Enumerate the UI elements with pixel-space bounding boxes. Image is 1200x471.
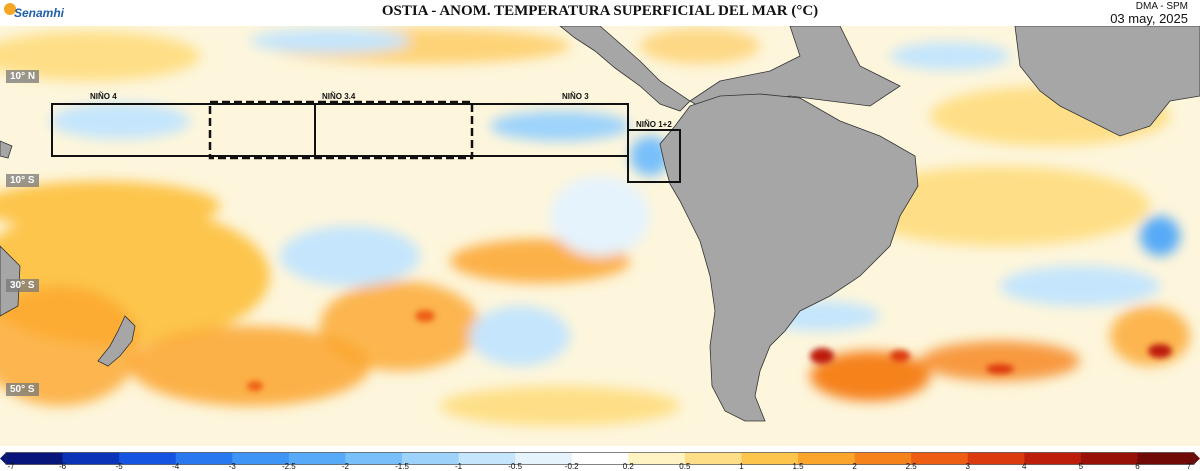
colorbar-tick-label: -5	[115, 462, 123, 471]
region-label-nino-3: NIÑO 3	[562, 92, 589, 101]
colorbar	[0, 452, 1200, 465]
colorbar-tick-label: 7	[1186, 462, 1192, 471]
colorbar-tick-label: -3	[228, 462, 236, 471]
lat-label-30s: 30° S	[6, 279, 39, 292]
meta-block: DMA - SPM 03 may, 2025	[1110, 1, 1188, 25]
colorbar-segment	[684, 452, 742, 465]
nino-boxes	[51, 100, 681, 183]
senamhi-logo: Senamhi	[4, 3, 64, 23]
colorbar-tick-label: 2.5	[905, 462, 917, 471]
colorbar-segment	[741, 452, 799, 465]
region-label-nino-34: NIÑO 3.4	[322, 92, 356, 101]
map-canvas	[0, 26, 1200, 446]
colorbar-tick-label: -0.5	[508, 462, 523, 471]
lat-label-10n: 10° N	[6, 70, 40, 83]
colorbar-outline	[5, 452, 1195, 465]
anomaly-hotspots	[247, 310, 1172, 391]
colorbar-tick-label: -4	[172, 462, 180, 471]
colorbar-tick-label: 1.5	[792, 462, 804, 471]
colorbar-tick-label: -1.5	[395, 462, 409, 471]
colorbar-segment	[1024, 452, 1082, 465]
colorbar-right-arrow	[1194, 452, 1200, 465]
colorbar-tick-label: -6	[59, 462, 67, 471]
colorbar-segment	[62, 452, 120, 465]
colorbar-tick-label: 3	[965, 462, 970, 471]
colorbar-tick-label: 6	[1135, 462, 1140, 471]
colorbar-segment	[119, 452, 177, 465]
nino-34-box	[208, 100, 474, 160]
colorbar-segment	[458, 452, 516, 465]
colorbar-tick-label: -1	[455, 462, 463, 471]
colorbar-left-arrow	[0, 452, 6, 465]
south-america	[659, 93, 919, 422]
colorbar-segment	[288, 452, 346, 465]
sun-icon	[4, 3, 16, 15]
colorbar-segment	[1137, 452, 1195, 465]
central-america	[559, 26, 691, 112]
colorbar-tick-label: -2	[341, 462, 349, 471]
colorbar-segment	[628, 452, 686, 465]
sst-anomaly-map: 10° N 10° S 30° S 50° S NIÑO 4 NIÑO 3.4 …	[0, 26, 1200, 446]
colorbar-segment	[1080, 452, 1138, 465]
map-title: OSTIA - ANOM. TEMPERATURA SUPERFICIAL DE…	[381, 3, 819, 19]
land-masses	[0, 26, 1200, 422]
colorbar-segment	[515, 452, 573, 465]
organization-label: DMA - SPM	[1135, 1, 1188, 12]
colorbar-segment	[967, 452, 1025, 465]
logo-text: Senamhi	[14, 6, 65, 20]
colorbar-ticks: -7 -6 -5 -4 -3 -2.5 -2 -1.5 -1 -0.5 -0.2 0.2 0.5 1 1.5…	[0, 462, 1200, 471]
colorbar-tick-label: 4	[1022, 462, 1027, 471]
lat-label-10s: 10° S	[6, 174, 39, 187]
date-label: 03 may, 2025	[1110, 11, 1188, 26]
colorbar-segment	[911, 452, 969, 465]
colorbar-tick-label: 2	[852, 462, 857, 471]
colorbar-segment	[854, 452, 912, 465]
new-zealand	[97, 315, 136, 367]
colorbar-tick-label: -7	[7, 462, 15, 471]
lat-label-50s: 50° S	[6, 383, 39, 396]
anomaly-field	[0, 28, 1190, 426]
colorbar-segment	[798, 452, 856, 465]
header-bar: Senamhi OSTIA - ANOM. TEMPERATURA SUPERF…	[0, 0, 1200, 26]
colorbar-segment	[175, 452, 233, 465]
colorbar-tick-label: -0.2	[564, 462, 579, 471]
colorbar-segment	[6, 452, 64, 465]
region-label-nino-12: NIÑO 1+2	[636, 120, 672, 129]
pacific-island	[0, 140, 13, 159]
colorbar-segment	[571, 452, 629, 465]
colorbar-tick-label: 0.5	[679, 462, 691, 471]
region-label-nino-4: NIÑO 4	[90, 92, 117, 101]
colorbar-segment	[402, 452, 460, 465]
colorbar-tick-label: -2.5	[281, 462, 296, 471]
africa	[1014, 26, 1200, 137]
colorbar-tick-label: 1	[739, 462, 744, 471]
colorbar-segment	[232, 452, 290, 465]
colorbar-tick-label: 5	[1078, 462, 1084, 471]
colorbar-segment	[345, 452, 403, 465]
nino-12-box	[627, 129, 681, 183]
colorbar-tick-label: 0.2	[622, 462, 634, 471]
